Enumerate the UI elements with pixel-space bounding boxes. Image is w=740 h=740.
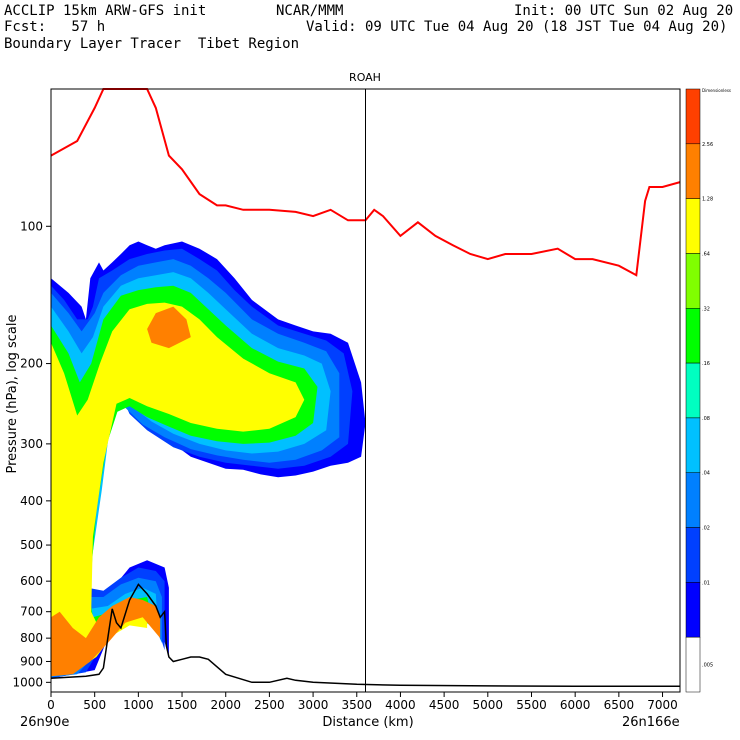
colorbar-swatch-9 [685,582,701,638]
x-tick-label-1500: 1500 [167,698,198,712]
tracer-region-7 [147,306,191,349]
x-tick-label-5500: 5500 [516,698,547,712]
header-model: ACCLIP 15km ARW-GFS init [4,3,207,19]
colorbar-swatch-1 [685,143,701,199]
x-axis-label: Distance (km) [322,715,413,730]
colorbar-swatch-0 [685,88,701,145]
colorbar-level-1: 2.56 [702,142,713,148]
chart-title: ROAH [349,71,381,84]
y-tick-label-200: 200 [20,357,43,371]
colorbar-level-2: 1.28 [702,197,713,203]
colorbar: Dimensionless 2.56 1.28 .64 .32 .16 .08 .04 .02.… [685,88,731,693]
plot-frame [50,88,681,693]
y-tick-label-500: 500 [20,538,43,552]
x-tick-label-4000: 4000 [385,698,416,712]
colorbar-swatch-7 [685,472,701,528]
x-start-label: 26n90e [20,715,69,730]
colorbar-swatch-3 [685,253,701,309]
colorbar-swatch-4 [685,308,701,364]
colorbar-title: Dimensionless [702,88,731,93]
y-ticks: 100 200 300 400 500 600 700 800 900 1000 [12,219,51,689]
y-tick-label-600: 600 [20,574,43,588]
colorbar-swatch-10 [685,636,701,693]
colorbar-swatch-8 [685,527,701,583]
terrain-line [50,583,680,688]
colorbar-swatch-2 [685,198,701,254]
x-tick-label-0: 0 [47,698,55,712]
x-tick-label-4500: 4500 [429,698,460,712]
x-tick-label-7000: 7000 [647,698,678,712]
colorbar-level-3: .64 [702,251,710,257]
x-tick-label-5000: 5000 [473,698,504,712]
y-tick-label-1000: 1000 [12,675,43,689]
y-tick-label-100: 100 [20,219,43,233]
tracer-regions [51,241,366,679]
colorbar-level-6: .08 [702,416,710,422]
colorbar-swatch-5 [685,362,701,419]
x-tick-label-2000: 2000 [210,698,241,712]
x-end-label: 26n166e [622,715,680,730]
tracer-region-5 [51,302,305,675]
x-tick-label-500: 500 [83,698,106,712]
x-tick-label-3000: 3000 [298,698,329,712]
x-tick-label-1000: 1000 [123,698,154,712]
colorbar-swatch-6 [685,417,701,473]
colorbar-level-9: .01 [702,580,710,586]
y-tick-label-300: 300 [20,437,43,451]
x-tick-label-3500: 3500 [341,698,372,712]
header-field: Boundary Layer Tracer Tibet Region [4,36,300,52]
header-init: Init: 00 UTC Sun 02 Aug 20 [514,3,734,19]
x-tick-label-2500: 2500 [254,698,285,712]
x-tick-label-6500: 6500 [604,698,635,712]
y-tick-label-800: 800 [20,631,43,645]
colorbar-level-8: .02 [702,526,710,532]
header-valid: Valid: 09 UTC Tue 04 Aug 20 (18 JST Tue … [306,19,728,35]
tracer-region-6 [51,597,161,677]
colorbar-level-5: .16 [702,361,710,367]
y-tick-label-900: 900 [20,654,43,668]
header-fcst: Fcst: 57 h [4,19,106,35]
x-tick-label-6000: 6000 [560,698,591,712]
colorbar-level-4: .32 [702,306,710,312]
x-ticks: 0 500 1000 1500 2000 2500 3000 3500 4000 4500 5000… [47,692,678,712]
y-tick-label-400: 400 [20,494,43,508]
colorbar-level-10: .005 [702,663,713,669]
y-axis-label: Pressure (hPa), log scale [5,315,20,474]
colorbar-level-7: .04 [702,471,710,477]
header-agency: NCAR/MMM [276,3,344,19]
y-tick-label-700: 700 [20,605,43,619]
